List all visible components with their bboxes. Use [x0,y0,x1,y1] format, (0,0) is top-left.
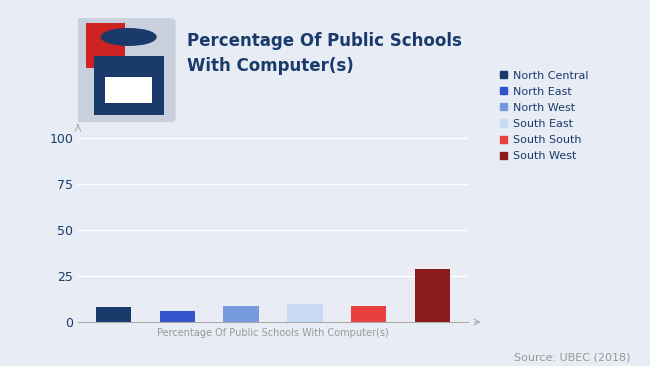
FancyBboxPatch shape [105,77,152,103]
Circle shape [101,29,156,45]
Bar [415,269,450,322]
FancyBboxPatch shape [74,18,176,122]
Legend: North Central, North East, North West, South East, South South, South West: North Central, North East, North West, S… [497,67,592,164]
FancyBboxPatch shape [94,56,164,115]
Text: Percentage Of Public Schools
With Computer(s): Percentage Of Public Schools With Comput… [187,32,462,75]
X-axis label: Percentage Of Public Schools With Computer(s): Percentage Of Public Schools With Comput… [157,328,389,338]
Bar [96,307,131,322]
Bar [351,306,386,322]
Text: Source: UBEC (2018): Source: UBEC (2018) [514,352,630,362]
Bar [287,304,322,322]
FancyBboxPatch shape [86,23,125,68]
Bar [224,306,259,322]
Bar [160,311,195,322]
